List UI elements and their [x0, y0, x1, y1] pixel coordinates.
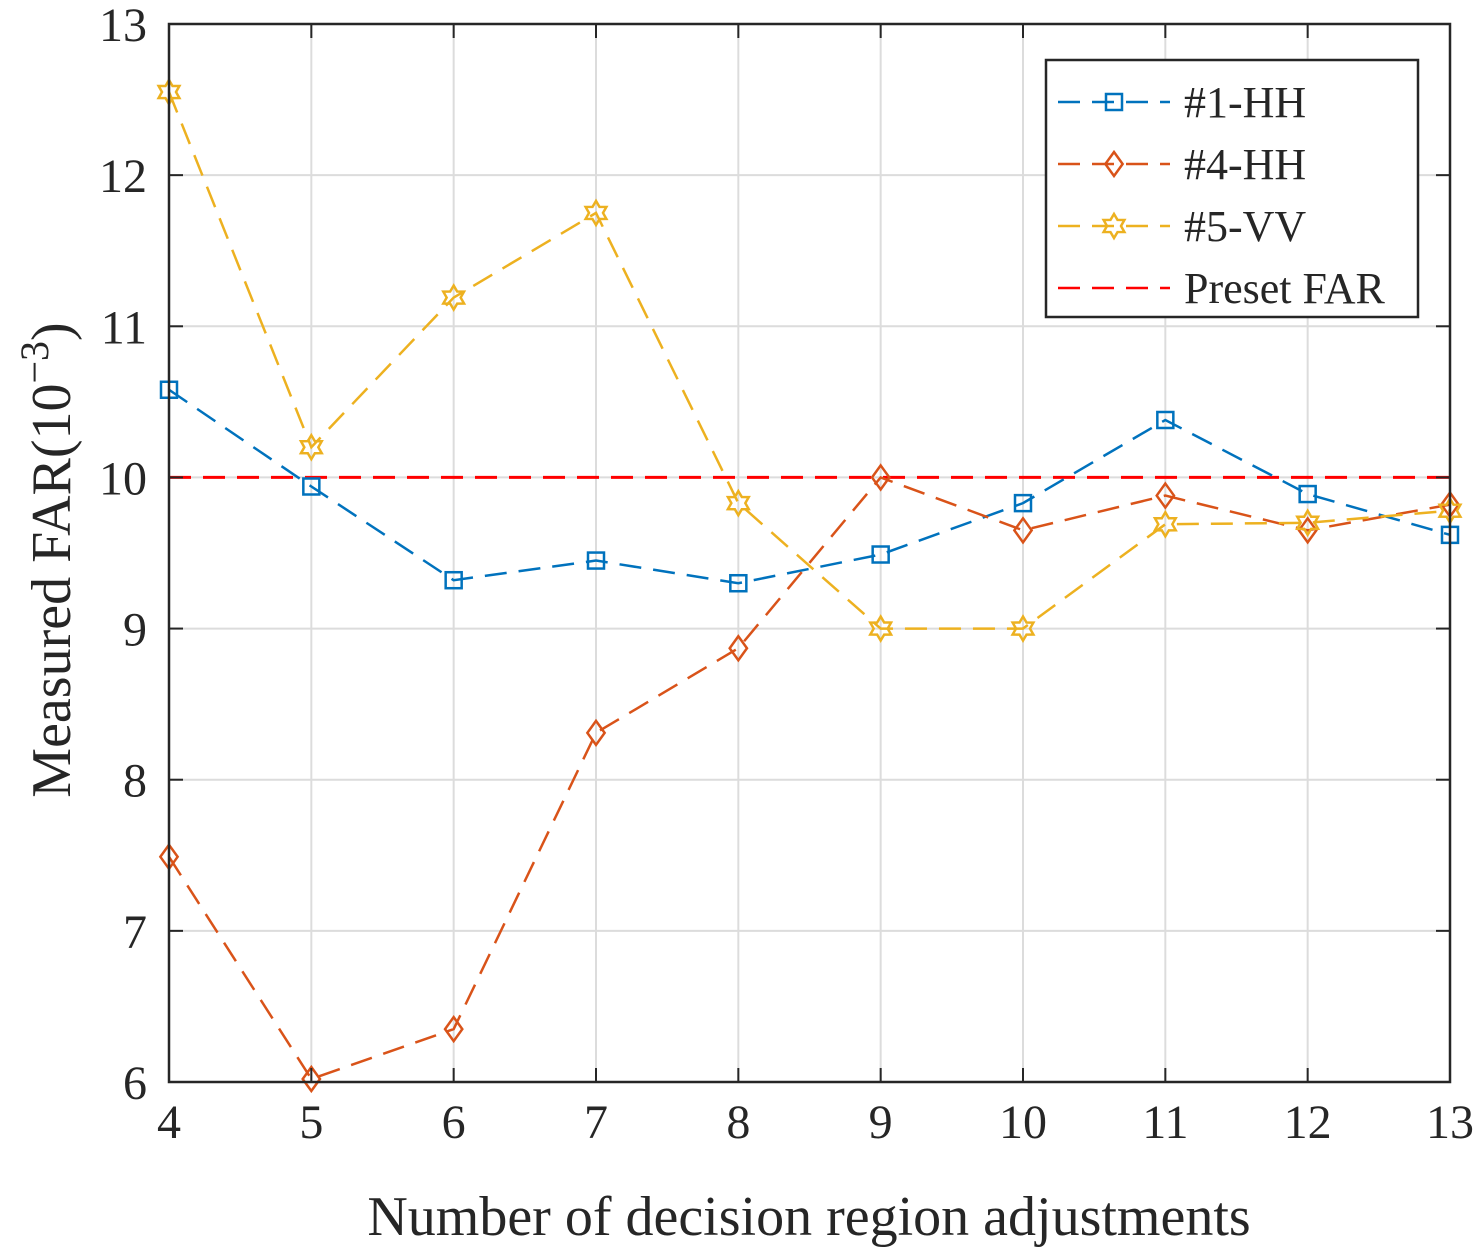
x-tick-label: 4: [157, 1096, 181, 1149]
legend-label: Preset FAR: [1184, 264, 1386, 313]
data-point: [725, 488, 751, 518]
data-point: [871, 545, 890, 564]
series-1: [159, 380, 1460, 593]
x-tick-label: 9: [869, 1096, 893, 1149]
legend-label: #1-HH: [1184, 78, 1306, 127]
data-point: [298, 432, 324, 462]
data-point: [1152, 509, 1178, 539]
data-point: [441, 283, 467, 313]
x-tick-label: 6: [442, 1096, 466, 1149]
x-tick-label: 10: [999, 1096, 1047, 1149]
y-tick-label: 11: [101, 301, 147, 354]
series-line: [168, 388, 1451, 585]
x-axis-label: Number of decision region adjustments: [367, 1186, 1250, 1248]
y-tick-label: 13: [99, 0, 147, 52]
legend-entry: #4-HH: [1058, 140, 1306, 189]
data-point: [301, 1064, 322, 1094]
data-point: [444, 570, 463, 590]
plot-frame: [167, 22, 1452, 1084]
data-point: [586, 551, 606, 570]
legend-marker: [1101, 211, 1127, 241]
y-axis-label-exponent: −3: [12, 341, 57, 384]
data-point: [585, 718, 607, 747]
legend-entry: #1-HH: [1058, 78, 1306, 127]
x-tick-label: 8: [726, 1096, 750, 1149]
data-point: [302, 477, 321, 496]
data-point: [1010, 614, 1036, 644]
legend-marker: [1103, 149, 1125, 179]
data-point: [870, 463, 891, 492]
data-point: [1156, 410, 1175, 430]
axes-layer: 4 5 6 7 8 9 10 11 12 13 6 7 8 9 10 11 12 13: [99, 0, 1474, 1149]
y-tick-label: 10: [99, 452, 147, 505]
data-point: [868, 614, 894, 644]
x-tick-label: 12: [1284, 1096, 1332, 1149]
series-line: [167, 475, 1451, 1081]
legend-label: #5-VV: [1184, 202, 1306, 251]
y-tick-label: 12: [99, 150, 147, 203]
series-line: [167, 91, 1451, 630]
series-2: [158, 463, 1461, 1094]
legend-marker: [1104, 92, 1124, 112]
data-point: [1295, 508, 1321, 538]
series-layer: [156, 77, 1463, 1094]
data-point: [1155, 481, 1176, 510]
data-point: [443, 1014, 464, 1044]
data-point: [1298, 484, 1317, 504]
data-point: [729, 573, 748, 593]
series-3: [156, 77, 1463, 644]
y-tick-label: 6: [123, 1057, 147, 1110]
legend-entry: #5-VV: [1058, 202, 1306, 251]
x-tick-label: 13: [1426, 1096, 1474, 1149]
data-point: [583, 198, 609, 228]
x-tick-label: 7: [584, 1096, 608, 1149]
legend-entry: Preset FAR: [1058, 264, 1386, 313]
y-axis-label: Measured FAR(10−3): [12, 322, 84, 797]
legend-label: #4-HH: [1184, 140, 1306, 189]
y-tick-label: 8: [123, 755, 147, 808]
data-point: [1297, 516, 1318, 545]
y-axis-label-main: Measured FAR(10: [21, 383, 83, 797]
y-tick-label: 7: [123, 906, 147, 959]
y-tick-label: 9: [123, 604, 147, 657]
legend: #1-HH #4-HH #5-VV Preset FAR: [1044, 58, 1420, 319]
x-tick-label: 5: [299, 1096, 323, 1149]
x-tick-label: 11: [1142, 1096, 1188, 1149]
y-axis-label-close: ): [21, 322, 83, 341]
data-point: [1012, 516, 1034, 545]
data-point: [1013, 493, 1033, 513]
data-point: [728, 634, 749, 663]
